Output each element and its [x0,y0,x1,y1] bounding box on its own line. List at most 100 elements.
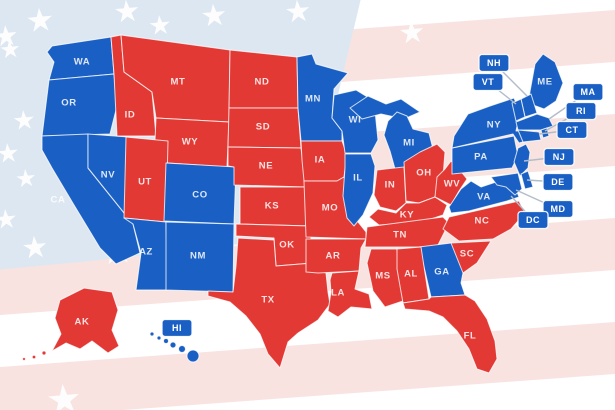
state-label-WI: WI [349,115,362,126]
badge-label-HI: HI [172,323,182,333]
badge-label-DE: DE [551,177,565,187]
state-HI[interactable] [178,345,186,353]
star-decoration: ★ [11,104,37,136]
state-label-IL: IL [353,173,363,184]
badge-label-NJ: NJ [553,152,566,162]
states-layer [22,34,564,374]
star-decoration: ★ [199,0,229,34]
flag-stripe [0,322,615,410]
badge-VT[interactable]: VT [472,72,504,92]
badge-DC[interactable]: DC [517,210,549,230]
state-MD[interactable] [490,172,523,196]
state-LA[interactable] [327,270,373,318]
state-OR[interactable] [41,73,118,137]
state-CT[interactable] [517,129,542,143]
state-label-OK: OK [279,240,294,251]
state-label-NE: NE [259,161,273,172]
state-label-ND: ND [255,77,270,88]
state-label-IA: IA [315,155,326,166]
state-AK[interactable] [22,357,26,361]
state-HI[interactable] [163,338,169,344]
state-AK[interactable] [41,350,47,356]
star-decoration: ★ [283,0,313,30]
badge-RI[interactable]: RI [565,101,597,121]
badge-NH[interactable]: NH [478,53,510,73]
badge-box-VT[interactable] [472,72,504,92]
badge-box-MA[interactable] [572,82,604,102]
badge-box-DE[interactable] [542,172,574,192]
star-decoration: ★ [0,36,22,65]
state-AK[interactable] [31,354,37,360]
state-label-AR: AR [326,251,341,262]
state-HI[interactable] [186,349,200,363]
state-FL[interactable] [402,294,498,374]
state-NC[interactable] [442,200,526,242]
state-KY[interactable] [368,196,448,226]
star-decoration: ★ [0,137,21,169]
badge-box-NH[interactable] [478,53,510,73]
badge-label-MD: MD [551,204,566,214]
state-HI[interactable] [149,331,155,337]
state-label-NC: NC [475,216,490,227]
state-label-TN: TN [393,230,407,241]
state-label-MN: MN [305,94,321,105]
state-label-AZ: AZ [139,247,153,258]
badge-label-DC: DC [526,215,540,225]
state-label-SD: SD [256,122,270,133]
state-label-AK: AK [75,317,90,328]
badge-label-NH: NH [487,58,501,68]
state-label-TX: TX [261,295,274,306]
badge-box-CT[interactable] [556,120,588,140]
state-VT[interactable] [511,98,526,122]
state-label-OR: OR [61,98,76,109]
star-decoration: ★ [44,377,84,410]
state-label-WY: WY [182,137,199,148]
state-HI[interactable] [169,341,177,349]
badges-layer: HI NH VT MA RI CT NJ DE MD DC [161,53,604,338]
state-label-NM: NM [190,251,206,262]
state-label-MO: MO [322,203,339,214]
state-NJ[interactable] [513,143,531,177]
badge-box-MD[interactable] [542,199,574,219]
state-label-MT: MT [171,77,186,88]
badge-box-RI[interactable] [565,101,597,121]
badge-NJ[interactable]: NJ [543,147,575,167]
state-AK[interactable] [51,287,120,354]
badge-MD[interactable]: MD [542,199,574,219]
badge-label-RI: RI [576,106,586,116]
badge-label-VT: VT [482,77,495,87]
state-IL[interactable] [342,153,376,227]
star-decoration: ★ [112,0,142,30]
state-MI[interactable] [349,95,421,120]
badge-MA[interactable]: MA [572,82,604,102]
labels-layer: WA OR CA NV ID MT WY UT CO AZ NM ND SD NE KS OK TX MN IA MO… [51,57,553,342]
state-label-OH: OH [416,168,431,179]
badge-box-DC[interactable] [517,210,549,230]
state-label-GA: GA [434,267,449,278]
badge-box-HI[interactable] [161,318,193,338]
state-MO[interactable] [303,176,367,240]
badge-CT[interactable]: CT [556,120,588,140]
star-decoration: ★ [20,230,50,265]
state-label-IN: IN [385,180,396,191]
state-label-PA: PA [474,152,488,163]
badge-DE[interactable]: DE [542,172,574,192]
state-label-FL: FL [464,331,477,342]
badge-label-MA: MA [581,87,596,97]
state-label-CO: CO [192,190,207,201]
badge-box-NJ[interactable] [543,147,575,167]
state-label-AL: AL [404,269,418,280]
state-label-NV: NV [101,170,115,181]
state-label-UT: UT [138,177,152,188]
star-decoration: ★ [147,9,173,41]
state-GA[interactable] [418,242,466,298]
state-label-MS: MS [375,271,390,282]
state-HI[interactable] [156,335,162,341]
state-label-ID: ID [125,110,136,121]
badge-label-CT: CT [566,125,579,135]
state-label-NY: NY [487,120,501,131]
badge-HI[interactable]: HI [161,318,193,338]
state-ME[interactable] [528,53,564,110]
state-TN[interactable] [364,216,450,248]
